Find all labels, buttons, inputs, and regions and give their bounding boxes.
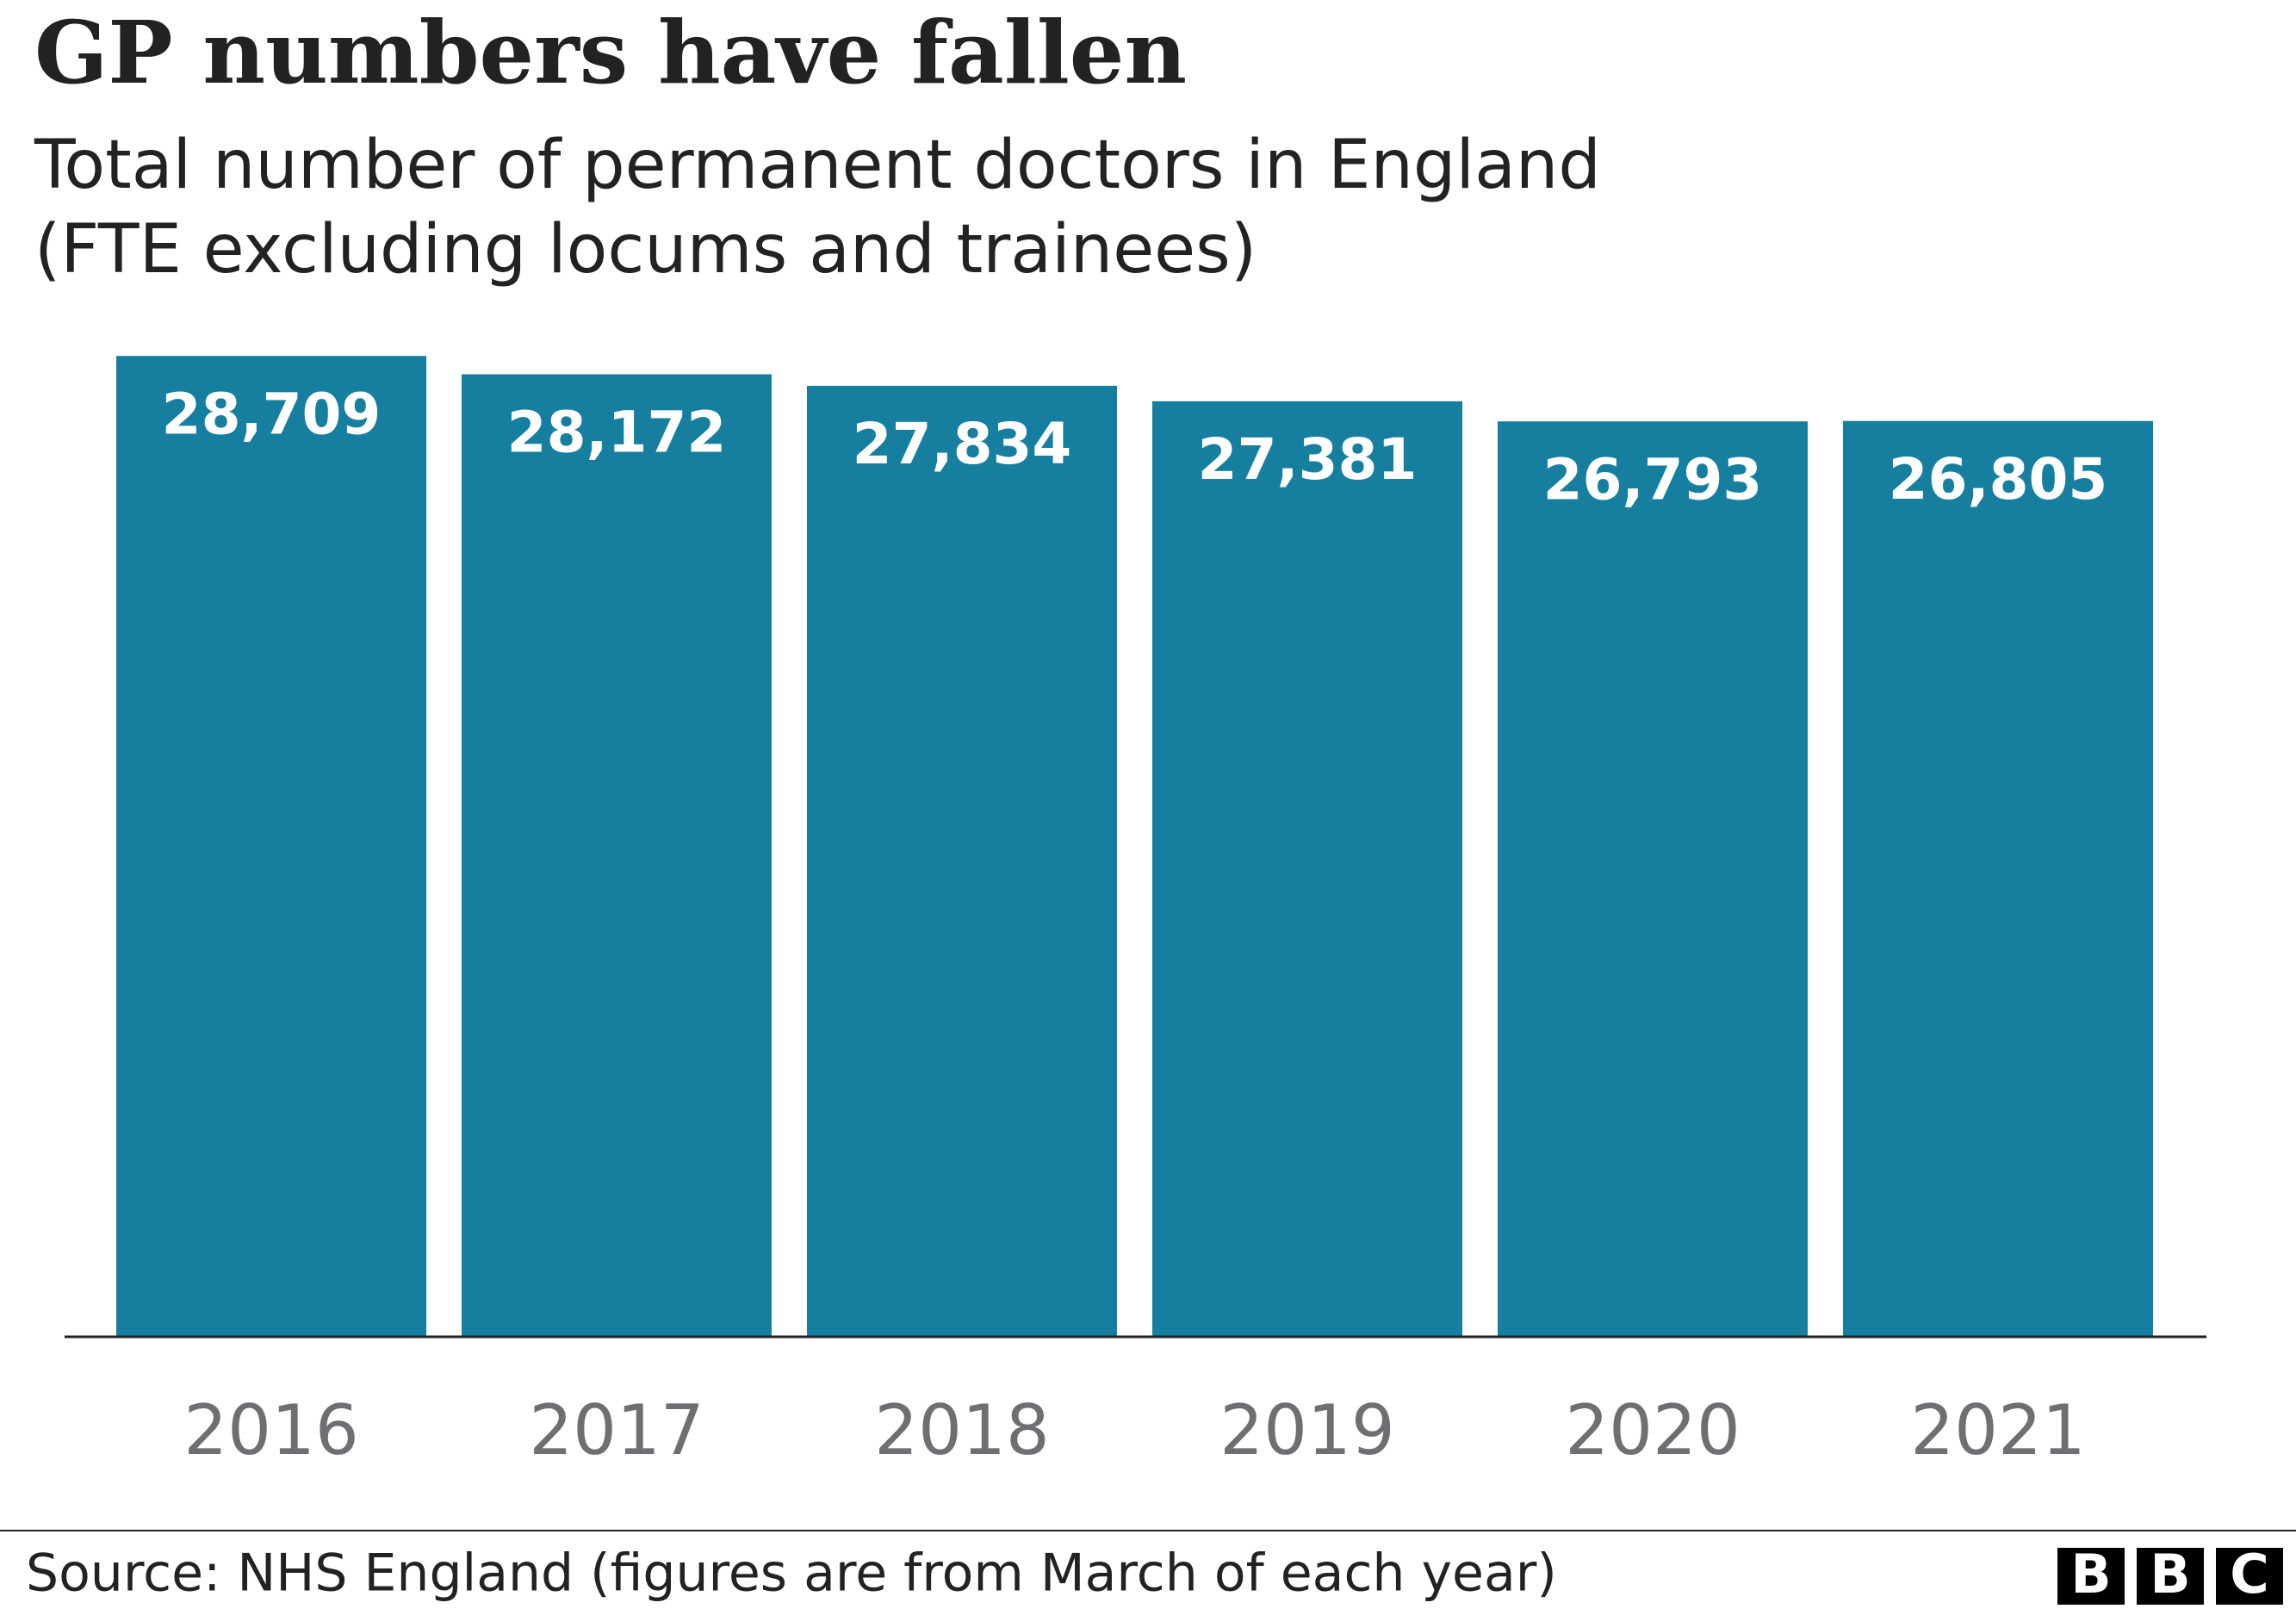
x-tick-label: 2016 bbox=[183, 1390, 359, 1470]
x-tick-label: 2019 bbox=[1219, 1390, 1395, 1470]
x-tick-label: 2021 bbox=[1910, 1390, 2086, 1470]
chart-title: GP numbers have fallen bbox=[34, 2, 1187, 103]
logo-box bbox=[2216, 1548, 2283, 1605]
bar bbox=[1843, 420, 2153, 1337]
value-label: 26,793 bbox=[1543, 446, 1763, 512]
chart-subtitle: Total number of permanent doctors in Eng… bbox=[34, 127, 1601, 204]
logo-box bbox=[2137, 1548, 2204, 1605]
bar bbox=[1152, 401, 1462, 1338]
logo-box bbox=[2057, 1548, 2125, 1605]
x-tick-label: 2017 bbox=[529, 1390, 704, 1470]
logo-letter: C bbox=[2230, 1543, 2269, 1606]
logo-letter: B bbox=[2150, 1543, 2190, 1606]
value-label: 26,805 bbox=[1889, 446, 2108, 512]
value-label: 27,381 bbox=[1198, 426, 1418, 493]
bar bbox=[116, 356, 426, 1337]
x-tick-label: 2020 bbox=[1565, 1390, 1741, 1470]
value-label: 28,172 bbox=[507, 400, 727, 466]
value-label: 28,709 bbox=[162, 381, 382, 447]
logo-letter: B bbox=[2070, 1543, 2111, 1606]
bar bbox=[1498, 421, 1808, 1338]
bar bbox=[462, 374, 772, 1337]
bar bbox=[807, 385, 1117, 1338]
source: Source: NHS England (figures are from Ma… bbox=[26, 1544, 1557, 1604]
x-tick-label: 2018 bbox=[874, 1390, 1050, 1470]
chart-subtitle: (FTE excluding locums and trainees) bbox=[34, 211, 1257, 289]
value-label: 27,834 bbox=[853, 411, 1072, 477]
